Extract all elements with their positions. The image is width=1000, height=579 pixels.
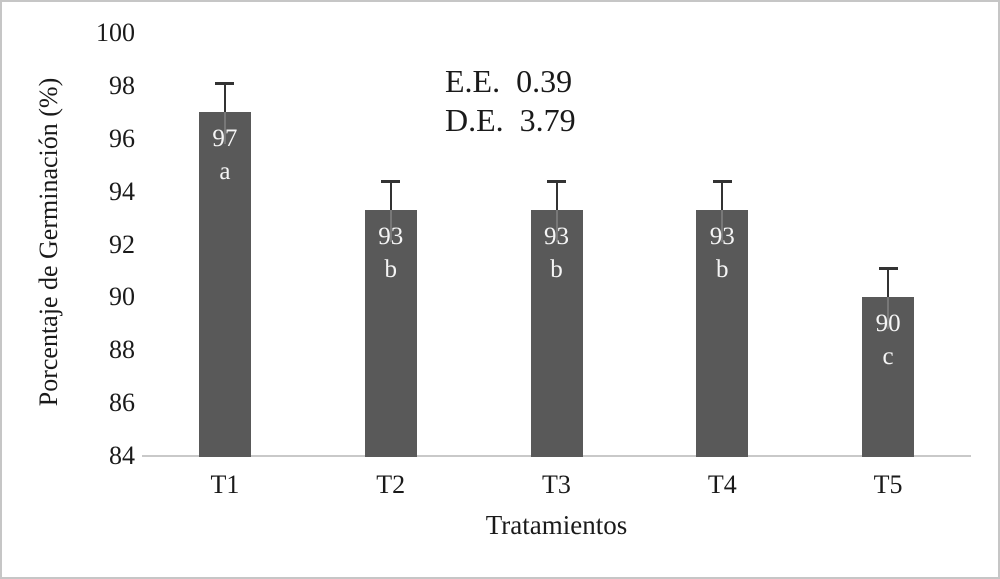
bar-group-letter: b <box>550 256 563 284</box>
error-bar-line <box>389 181 392 211</box>
error-bar-cap <box>547 180 566 184</box>
x-tick-label: T1 <box>210 470 240 499</box>
y-tick-label: 84 <box>109 441 135 470</box>
error-bar-inner-line <box>555 210 558 243</box>
stats-de-line: D.E. 3.79 <box>445 102 576 138</box>
bar <box>198 112 251 457</box>
x-tick-label: T2 <box>376 470 406 499</box>
error-bar-cap <box>381 180 401 184</box>
y-tick-label: 92 <box>109 229 135 259</box>
bar-group-letter: a <box>219 158 231 186</box>
stats-ee-line: E.E. 0.39 <box>445 63 573 99</box>
bar-value-label: 97 a <box>199 112 251 188</box>
y-tick-label: 96 <box>109 123 135 153</box>
bar-value-label: 93 b <box>365 210 417 286</box>
y-tick-label: 94 <box>109 176 135 206</box>
bar-value-text: 97 <box>212 125 238 153</box>
y-tick-label: 100 <box>96 18 135 47</box>
error-bar-cap <box>878 267 898 271</box>
x-axis-title: Tratamientos <box>485 510 628 540</box>
error-bar-line <box>887 268 890 298</box>
bar-value-label: 93 b <box>531 210 583 286</box>
bar <box>696 210 749 457</box>
bar <box>364 210 417 457</box>
bar-value-text: 90 <box>875 310 901 338</box>
error-bar-cap <box>712 180 732 184</box>
error-bar-line <box>555 181 558 211</box>
bar-value-label: 90 c <box>862 297 914 373</box>
error-bar-inner-line <box>887 297 890 330</box>
bar-group-letter: b <box>716 256 729 284</box>
error-bar-inner-line <box>223 112 226 145</box>
error-bar-cap <box>215 82 235 86</box>
bar <box>530 210 583 457</box>
error-bar-line <box>223 83 226 113</box>
bar-value-text: 93 <box>709 223 735 251</box>
error-bar-inner-line <box>721 210 724 243</box>
y-tick-label: 88 <box>109 335 135 365</box>
y-tick-label: 86 <box>109 388 135 418</box>
error-bar-inner-line <box>389 210 392 243</box>
x-tick-label: T4 <box>707 470 737 499</box>
bar-group-letter: b <box>384 256 397 284</box>
y-tick-label: 98 <box>109 70 135 100</box>
x-tick-label: T5 <box>873 470 903 499</box>
error-bar-line <box>721 181 724 211</box>
stats-annotation: E.E. 0.39 D.E. 3.79 <box>445 62 576 140</box>
bar-value-text: 93 <box>378 223 404 251</box>
bar-group-letter: c <box>882 343 894 371</box>
y-tick-label: 90 <box>109 282 135 312</box>
x-tick-label: T3 <box>542 470 571 499</box>
bar-value-label: 93 b <box>696 210 748 286</box>
bar-value-text: 93 <box>544 223 569 251</box>
